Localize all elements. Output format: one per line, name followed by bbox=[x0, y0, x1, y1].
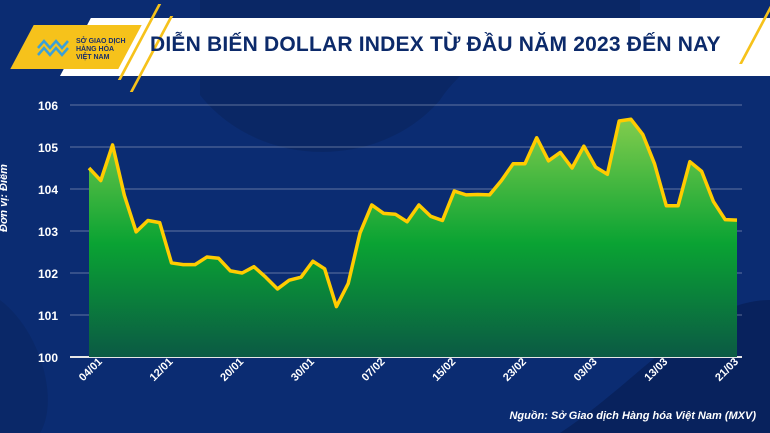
x-tick-label: 12/01 bbox=[148, 356, 176, 384]
x-tick-label: 07/02 bbox=[360, 356, 388, 384]
y-tick-label: 104 bbox=[38, 183, 58, 197]
x-tick-label: 30/01 bbox=[289, 356, 317, 384]
series-line bbox=[87, 117, 738, 309]
logo-icon bbox=[37, 39, 69, 57]
x-tick-label: 23/02 bbox=[501, 356, 529, 384]
y-tick-label: 105 bbox=[38, 141, 58, 155]
y-tick-label: 103 bbox=[38, 225, 58, 239]
x-tick-label: 20/01 bbox=[218, 356, 246, 384]
x-tick-label: 21/03 bbox=[713, 356, 741, 384]
x-tick-label: 03/03 bbox=[572, 356, 600, 384]
y-tick-label: 101 bbox=[38, 309, 58, 323]
area-fill bbox=[89, 119, 737, 357]
y-tick-label: 102 bbox=[38, 267, 58, 281]
page-title: DIỄN BIẾN DOLLAR INDEX TỪ ĐẦU NĂM 2023 Đ… bbox=[150, 33, 721, 56]
y-tick-label: 106 bbox=[38, 99, 58, 113]
source-note: Nguồn: Sở Giao dịch Hàng hóa Việt Nam (M… bbox=[509, 410, 756, 422]
x-tick-label: 04/01 bbox=[77, 356, 105, 384]
x-tick-label: 15/02 bbox=[430, 356, 458, 384]
y-tick-label: 100 bbox=[38, 351, 58, 365]
logo-text: SỞ GIAO DỊCH HÀNG HÓA VIỆT NAM bbox=[76, 38, 126, 61]
x-tick-label: 13/03 bbox=[642, 356, 670, 384]
